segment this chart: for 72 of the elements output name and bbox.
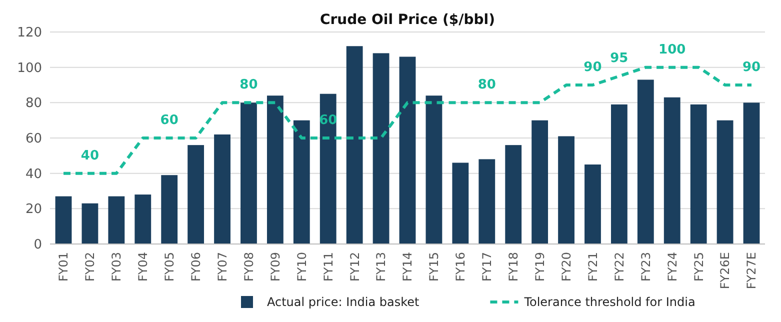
- x-tick-label: FY19: [533, 252, 548, 282]
- bar: [82, 203, 98, 244]
- legend-label: Actual price: India basket: [267, 295, 420, 310]
- x-tick-label: FY11: [321, 252, 336, 282]
- x-tick-label: FY13: [374, 252, 388, 282]
- bar: [214, 134, 230, 244]
- bar: [584, 164, 601, 244]
- chart-title: Crude Oil Price ($/bbl): [320, 12, 496, 28]
- x-tick-label: FY04: [136, 252, 150, 282]
- x-tick-label: FY27E: [744, 252, 759, 290]
- x-tick-label: FY24: [665, 252, 680, 282]
- x-tick-label: FY15: [427, 252, 442, 282]
- bar: [637, 80, 654, 244]
- bar: [188, 145, 204, 244]
- x-tick-label: FY20: [559, 252, 574, 282]
- bar: [558, 136, 574, 244]
- x-tick-label: FY08: [242, 252, 256, 282]
- y-tick-label: 80: [25, 96, 42, 112]
- x-tick-label: FY12: [348, 252, 362, 282]
- x-tick-label: FY09: [268, 252, 282, 282]
- annotation: 90: [742, 60, 761, 75]
- x-tick-label: FY23: [638, 252, 653, 282]
- x-tick-label: FY03: [110, 252, 124, 282]
- bar: [108, 196, 125, 244]
- bar: [399, 56, 416, 244]
- annotation: 60: [160, 113, 178, 128]
- bar: [346, 46, 363, 244]
- x-tick-label: FY06: [189, 252, 204, 282]
- bar: [452, 162, 469, 244]
- x-tick-label: FY25: [692, 252, 706, 282]
- y-tick-label: 100: [17, 60, 42, 76]
- x-tick-label: FY10: [294, 252, 309, 282]
- bar: [293, 120, 310, 244]
- x-tick-label: FY07: [215, 252, 230, 282]
- annotation: 95: [610, 51, 628, 66]
- x-tick-label: FY14: [400, 252, 415, 282]
- x-tick-label: FY05: [162, 252, 177, 282]
- bar: [426, 96, 442, 244]
- bar: [372, 53, 390, 244]
- y-tick-label: 20: [25, 202, 42, 218]
- x-tick-label: FY22: [612, 252, 626, 282]
- bar: [266, 96, 284, 244]
- annotation: 100: [658, 42, 686, 58]
- x-tick-label: FY01: [56, 252, 71, 282]
- bar: [240, 102, 257, 244]
- bar: [664, 97, 680, 244]
- bar: [532, 120, 548, 244]
- legend-label: Tolerance threshold for India: [523, 295, 696, 310]
- x-tick-label: FY17: [480, 252, 494, 282]
- bar: [161, 175, 178, 244]
- x-tick-label: FY16: [454, 252, 468, 282]
- bar: [505, 145, 522, 244]
- annotation: 80: [240, 78, 258, 93]
- x-tick-label: FY26E: [718, 252, 732, 290]
- bar: [716, 120, 734, 244]
- annotation: 90: [584, 60, 602, 75]
- bar: [478, 159, 496, 244]
- y-tick-label: 120: [17, 26, 42, 41]
- y-tick-label: 40: [25, 166, 42, 182]
- bar: [320, 94, 336, 244]
- bar: [134, 194, 152, 244]
- x-tick-label: FY21: [586, 252, 600, 282]
- bar: [610, 104, 628, 244]
- y-tick-label: 0: [34, 238, 42, 253]
- x-tick-label: FY02: [83, 252, 98, 282]
- annotation: 40: [80, 148, 100, 164]
- bar: [690, 104, 707, 244]
- x-tick-label: FY18: [506, 252, 521, 282]
- bar: [743, 102, 760, 244]
- y-tick-label: 60: [25, 132, 42, 147]
- annotation: 80: [478, 78, 496, 93]
- bar: [55, 196, 72, 244]
